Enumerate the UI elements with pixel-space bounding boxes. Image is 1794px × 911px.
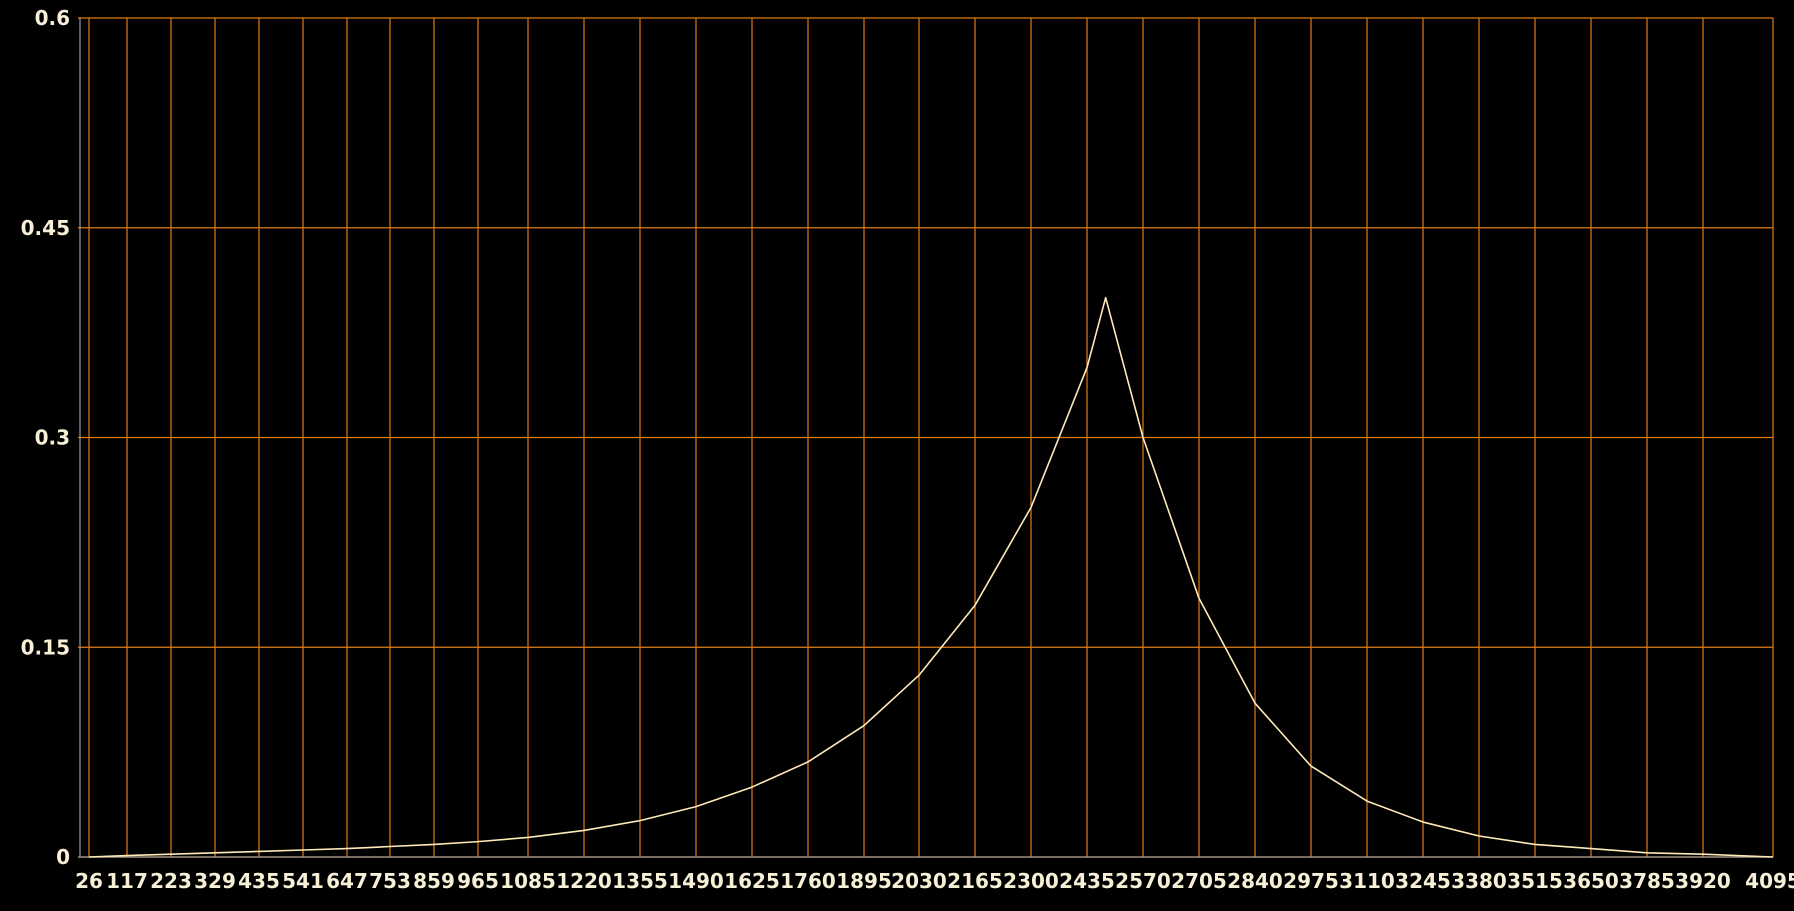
x-tick-label: 753	[369, 869, 411, 893]
x-tick-label: 3380	[1451, 869, 1507, 893]
axes	[78, 18, 1773, 858]
x-tick-label: 541	[282, 869, 324, 893]
x-tick-label: 2165	[947, 869, 1003, 893]
x-tick-label: 3650	[1563, 869, 1619, 893]
y-tick-label: 0.3	[35, 426, 70, 450]
x-tick-label: 2435	[1059, 869, 1115, 893]
x-tick-label: 1760	[780, 869, 836, 893]
x-tick-label: 2030	[891, 869, 947, 893]
x-tick-label: 1490	[668, 869, 724, 893]
y-tick-label: 0.15	[21, 635, 70, 659]
x-tick-label: 329	[194, 869, 236, 893]
x-tick-label: 647	[326, 869, 368, 893]
x-tick-label: 965	[457, 869, 499, 893]
x-tick-label: 1895	[836, 869, 892, 893]
y-tick-label: 0.6	[35, 6, 70, 30]
x-tick-label: 2705	[1171, 869, 1227, 893]
y-tick-label: 0	[56, 845, 70, 869]
x-tick-label: 3785	[1619, 869, 1675, 893]
x-tick-label: 223	[150, 869, 192, 893]
x-tick-label: 3515	[1507, 869, 1563, 893]
y-tick-label: 0.45	[21, 216, 70, 240]
series-line	[88, 296, 1774, 858]
x-tick-label: 3920	[1675, 869, 1731, 893]
x-tick-label: 117	[106, 869, 148, 893]
y-tick-labels: 0 0.15 0.3 0.45 0.6	[21, 6, 70, 869]
x-tick-label: 2975	[1283, 869, 1339, 893]
x-tick-label: 4095	[1745, 869, 1794, 893]
x-tick-label: 3245	[1395, 869, 1451, 893]
series-layer	[88, 296, 1774, 858]
grid	[78, 17, 1774, 858]
x-tick-label: 26	[75, 869, 103, 893]
x-tick-label: 1355	[612, 869, 668, 893]
x-tick-label: 1625	[724, 869, 780, 893]
x-tick-label: 3110	[1339, 869, 1395, 893]
x-tick-label: 1220	[556, 869, 612, 893]
x-tick-label: 859	[413, 869, 455, 893]
x-tick-label: 2840	[1227, 869, 1283, 893]
x-tick-labels: 26 117 223 329 435 541 647 753 859 965 1085 1220 135…	[75, 869, 1794, 893]
x-tick-label: 435	[238, 869, 280, 893]
x-tick-label: 2570	[1115, 869, 1171, 893]
x-tick-label: 1085	[500, 869, 556, 893]
x-tick-label: 2300	[1003, 869, 1059, 893]
